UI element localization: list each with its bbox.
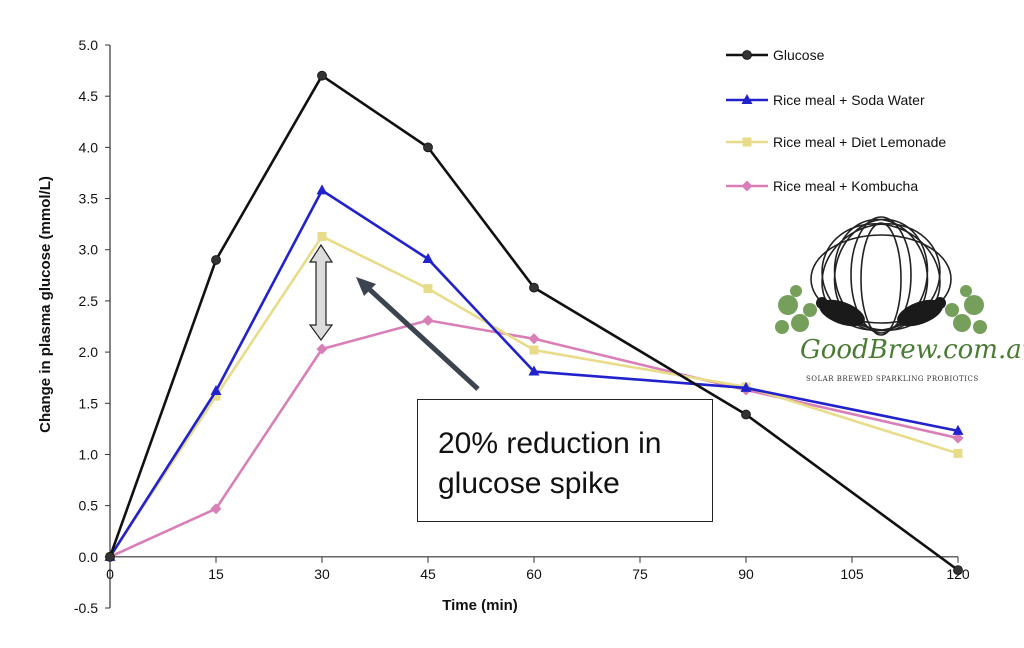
data-point — [210, 503, 222, 515]
logo-tagline: SOLAR BREWED SPARKLING PROBIOTICS — [806, 375, 979, 383]
data-point — [528, 333, 540, 345]
span-double-arrow — [308, 243, 334, 342]
series-glucose — [105, 70, 963, 576]
y-tick-label: 5.0 — [79, 37, 99, 53]
annotation-callout: 20% reduction in glucose spike — [417, 399, 713, 522]
y-tick-label: 3.5 — [79, 191, 99, 207]
data-point — [316, 343, 328, 355]
legend-marker — [741, 94, 753, 104]
y-tick-label: 0.5 — [79, 498, 99, 514]
y-tick-label: 1.5 — [79, 395, 99, 411]
legend-item: Glucose — [726, 47, 825, 63]
data-point — [741, 409, 751, 420]
data-point — [953, 565, 963, 576]
data-point — [423, 142, 433, 153]
y-axis-title: Change in plasma glucose (mmol/L) — [37, 176, 54, 433]
annotation-line-1: 20% reduction in — [438, 427, 662, 460]
x-axis-title: Time (min) — [442, 597, 518, 614]
y-tick-label: 2.0 — [79, 344, 99, 360]
legend: Glucose Rice meal + Soda Water Rice meal +… — [726, 47, 946, 194]
data-point — [952, 424, 964, 435]
logo-wordmark: GoodBrew.com.au — [800, 335, 1024, 365]
y-tick-label: 3.0 — [79, 242, 99, 258]
x-tick-label: 45 — [420, 566, 436, 582]
x-tick-label: 90 — [738, 566, 754, 582]
data-point — [211, 255, 221, 265]
data-point — [423, 284, 433, 294]
y-tick-label: 4.5 — [79, 88, 99, 104]
data-point — [211, 391, 221, 401]
data-point — [952, 432, 964, 444]
data-point — [422, 314, 434, 326]
data-point — [316, 184, 328, 195]
y-tick-label: 2.5 — [79, 293, 99, 309]
pointer-arrow — [356, 277, 480, 391]
data-point — [317, 70, 327, 81]
data-point — [529, 282, 539, 293]
series-lines — [104, 70, 964, 576]
data-point — [317, 231, 327, 241]
annotation-arrows — [308, 243, 480, 391]
legend-marker — [741, 180, 753, 192]
axes: -0.5 0.0 0.5 1.0 1.5 2.0 2.5 3.0 3.5 4.0 4.5 5.0 0 15… — [37, 37, 970, 616]
legend-label: Glucose — [773, 47, 825, 63]
data-point — [528, 365, 540, 376]
data-point — [422, 252, 434, 263]
y-tick-label: 0.0 — [79, 549, 99, 565]
legend-label: Rice meal + Kombucha — [773, 178, 918, 194]
x-tick-label: 0 — [106, 566, 114, 582]
y-tick-label: 1.0 — [79, 446, 99, 462]
data-point — [105, 551, 115, 562]
legend-label: Rice meal + Soda Water — [773, 92, 925, 108]
data-point — [953, 448, 963, 458]
x-tick-label: 75 — [632, 566, 648, 582]
x-tick-label: 15 — [208, 566, 224, 582]
data-point — [529, 345, 539, 355]
x-tick-label: 60 — [526, 566, 542, 582]
x-tick-label: 105 — [840, 566, 864, 582]
goodbrew-logo: GoodBrew.com.au SOLAR BREWED SPARKLING P… — [770, 205, 1024, 395]
legend-item: Rice meal + Soda Water — [726, 92, 925, 108]
legend-item: Rice meal + Diet Lemonade — [726, 134, 946, 150]
legend-marker — [742, 137, 752, 147]
data-point — [740, 381, 752, 392]
y-tick-label: 4.0 — [79, 139, 99, 155]
legend-label: Rice meal + Diet Lemonade — [773, 134, 946, 150]
legend-item: Rice meal + Kombucha — [726, 178, 918, 194]
y-tick-label: -0.5 — [74, 600, 98, 616]
data-point — [210, 384, 222, 395]
annotation-line-2: glucose spike — [438, 467, 620, 500]
legend-marker — [742, 50, 752, 60]
x-tick-label: 30 — [314, 566, 330, 582]
lyrebird-logo-icon — [775, 216, 987, 336]
